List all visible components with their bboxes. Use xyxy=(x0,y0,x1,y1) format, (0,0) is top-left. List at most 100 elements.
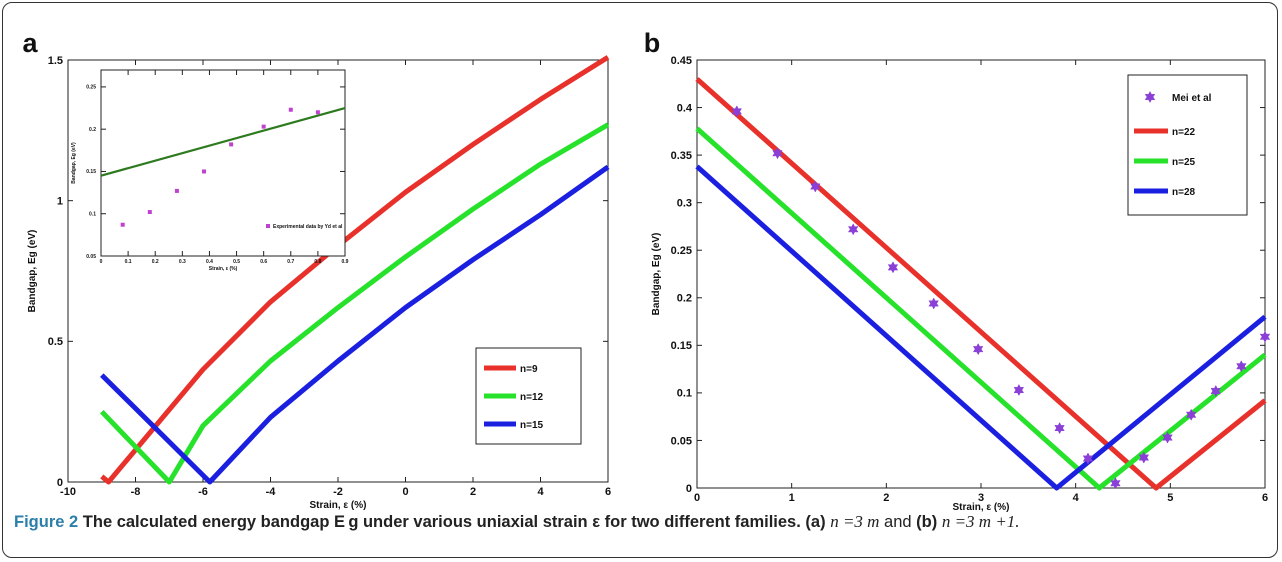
panel-b-x-tick-label: 3 xyxy=(978,492,984,504)
panel-b-x-tick-label: 1 xyxy=(789,492,795,504)
panel-a-x-tick-label: 4 xyxy=(537,486,544,498)
inset-data-point xyxy=(288,107,293,112)
inset-x-axis-label: Strain, ε (%) xyxy=(209,266,238,272)
inset-data-point xyxy=(147,210,152,215)
panel-b-data-point xyxy=(731,105,742,118)
panel-b-data-point xyxy=(847,223,859,236)
panel-b-data-point xyxy=(1236,360,1247,373)
panel-a-y-tick-label: 1.5 xyxy=(48,55,63,67)
panel-b-data-point xyxy=(1110,477,1121,490)
inset-data-point xyxy=(120,222,125,227)
inset-data-point xyxy=(315,110,320,115)
panel-b-x-tick-label: 0 xyxy=(694,492,700,504)
panel-b-y-tick-label: 0.25 xyxy=(671,245,692,257)
panel-b-series-line-n28 xyxy=(695,164,1267,491)
panel-b-legend-entry: Mei et al xyxy=(1172,93,1212,104)
panel-b-y-axis-label: Bandgap, Eg (eV) xyxy=(651,233,662,316)
panel-a-x-tick-label: -6 xyxy=(198,486,208,498)
panel-a-x-tick-label: -8 xyxy=(131,486,141,498)
inset-x-tick-label: 0.6 xyxy=(260,259,267,265)
panel-b-y-tick-label: 0.3 xyxy=(677,198,692,210)
panel-b-y-tick-label: 0.05 xyxy=(671,435,692,447)
inset-x-tick-label: 0.2 xyxy=(152,259,159,265)
panel-a-legend-entry: n=15 xyxy=(520,420,544,431)
panel-a-legend-entry: n=9 xyxy=(520,364,538,375)
inset-x-tick-label: 0.4 xyxy=(206,259,213,265)
panel-a-series-line-n12 xyxy=(99,122,610,485)
caption-and: and xyxy=(884,513,912,531)
panel-a-x-tick-label: 6 xyxy=(605,486,611,498)
inset-fit-line xyxy=(100,106,346,177)
panel-b-data-point xyxy=(1082,452,1094,465)
panel-b-y-tick-label: 0.1 xyxy=(677,388,692,400)
inset-x-tick-label: 0.1 xyxy=(125,259,132,265)
inset-y-tick-label: 0.05 xyxy=(86,254,96,260)
panel-b-data-point xyxy=(1054,422,1065,435)
panel-a-y-axis-label: Bandgap, Eg (eV) xyxy=(27,230,38,313)
inset-data-point xyxy=(202,169,207,174)
inset-data-point xyxy=(174,188,179,193)
panel-a-x-tick-label: 0 xyxy=(402,486,408,498)
panel-b-label: b xyxy=(644,28,661,58)
panel-b-y-tick-label: 0 xyxy=(686,483,692,495)
panel-b-data-point xyxy=(928,297,939,310)
inset-y-tick-label: 0.25 xyxy=(86,85,96,91)
caption-part-a-text: n =3 m xyxy=(830,512,880,531)
panel-a-x-axis-label: Strain, ε (%) xyxy=(310,500,367,511)
inset-legend-marker xyxy=(266,224,270,228)
panel-b-data-point xyxy=(1185,408,1197,421)
panel-b-data-point xyxy=(1259,330,1271,343)
inset-x-tick-label: 0.8 xyxy=(314,259,321,265)
figure-caption: Figure 2 The calculated energy bandgap E… xyxy=(14,511,1269,533)
panel-b-x-tick-label: 4 xyxy=(1073,492,1080,504)
panel-b-data-point xyxy=(1162,431,1173,444)
panel-b-data-point xyxy=(772,147,783,160)
panel-b-data-point xyxy=(1210,384,1221,398)
panel-b-data-point xyxy=(1138,451,1150,464)
caption-part-b-text: n =3 m +1. xyxy=(941,512,1020,531)
panel-a-series-line-n15 xyxy=(100,164,610,485)
inset-x-tick-label: 0.9 xyxy=(342,259,349,265)
panel-b-y-tick-label: 0.15 xyxy=(671,340,692,352)
panel-b-data-point xyxy=(810,180,821,193)
panel-b-legend-entry: n=25 xyxy=(1172,157,1196,168)
panel-b-data-point xyxy=(887,261,899,274)
inset-y-tick-label: 0.2 xyxy=(89,127,96,133)
caption-title: The calculated energy bandgap E g under … xyxy=(82,513,801,531)
panel-b-x-axis-label: Strain, ε (%) xyxy=(953,502,1010,513)
panel-a-y-tick-label: 0 xyxy=(57,477,63,489)
panel-b-y-tick-label: 0.35 xyxy=(671,150,692,162)
inset-x-tick-label: 0.5 xyxy=(233,259,240,265)
inset-y-tick-label: 0.1 xyxy=(89,211,96,217)
caption-figure-label: Figure 2 xyxy=(14,513,79,531)
panel-a-x-tick-label: 2 xyxy=(470,486,476,498)
panel-b-x-tick-label: 5 xyxy=(1167,492,1173,504)
panel-b-x-tick-label: 2 xyxy=(883,492,889,504)
panel-b-y-tick-label: 0.4 xyxy=(677,102,693,114)
inset-x-tick-label: 0.7 xyxy=(287,259,294,265)
inset-y-axis-label: Bandgap, Eg (eV) xyxy=(71,142,77,184)
panel-b-y-tick-label: 0.2 xyxy=(677,293,692,305)
panel-b-y-tick-label: 0.45 xyxy=(671,55,692,67)
panel-a-y-tick-label: 1 xyxy=(57,196,63,208)
panel-b-data-point xyxy=(972,343,984,356)
panel-b-x-tick-label: 6 xyxy=(1262,492,1268,504)
inset-x-tick-label: 0 xyxy=(100,259,103,265)
inset-data-point xyxy=(229,142,234,147)
panel-a-x-tick-label: -4 xyxy=(266,486,277,498)
panel-a-y-tick-label: 0.5 xyxy=(48,336,63,348)
panel-a-x-tick-label: -10 xyxy=(60,486,76,498)
panel-a-legend-entry: n=12 xyxy=(520,392,544,403)
panel-b-data-point xyxy=(1013,383,1025,397)
caption-part-a-label: (a) xyxy=(805,513,826,531)
panel-a-x-tick-label: -2 xyxy=(333,486,343,498)
inset-x-tick-label: 0.3 xyxy=(179,259,186,265)
panel-b-legend-entry: n=28 xyxy=(1172,187,1196,198)
panel-a-label: a xyxy=(22,28,38,58)
panel-b-series-line-n25 xyxy=(695,126,1267,491)
panel-b-legend-entry: n=22 xyxy=(1172,127,1196,138)
inset-plot-area xyxy=(100,69,346,257)
inset-data-point xyxy=(261,124,266,129)
panel-b-series-line-n22 xyxy=(695,77,1267,491)
